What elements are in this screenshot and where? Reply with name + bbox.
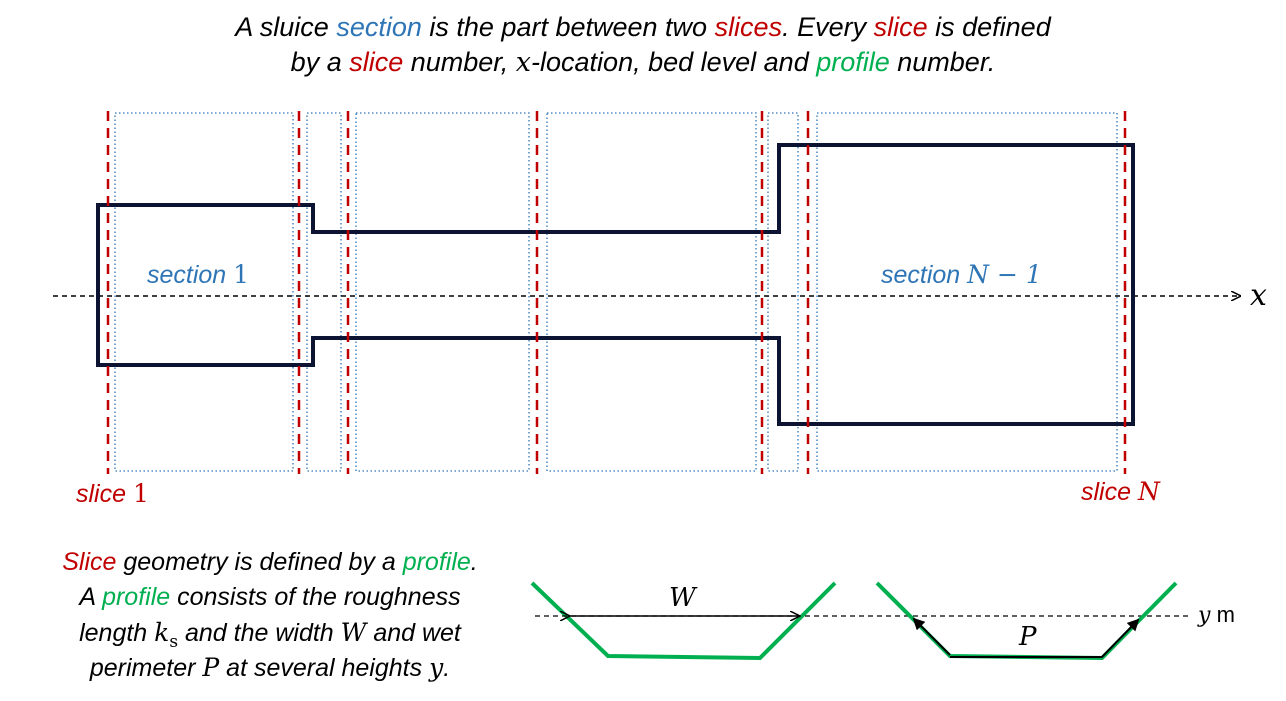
section-box-2 (306, 112, 342, 472)
description-line-3-segment-2: s (169, 632, 179, 652)
section-box-1 (114, 112, 294, 472)
title-line-1: A sluice section is the part between two… (0, 10, 1286, 45)
description-line-1-segment-0: Slice (62, 548, 117, 576)
sluice-outline-lower (98, 336, 1133, 426)
description-line-4-segment-2: at several heights (219, 654, 430, 682)
perimeter-label: P (1019, 622, 1037, 652)
description-line-2-segment-0: A (79, 583, 103, 611)
description-line-3: length ks and the width W and wet (0, 615, 540, 660)
description-line-1: Slice geometry is defined by a profile. (0, 545, 540, 580)
slice-lines (106, 111, 1127, 474)
slice-first-label: slice 1 (76, 479, 149, 508)
slice-last-label: slice N (1081, 477, 1160, 506)
description-line-4-segment-1: P (202, 653, 220, 682)
width-label: W (669, 583, 696, 613)
section-last-label: section N − 1 (881, 260, 1042, 289)
description-line-4: perimeter P at several heights y. (0, 650, 540, 686)
sluice-outline-upper (98, 143, 1133, 234)
description-line-1-segment-3: . (470, 548, 478, 576)
section-box-4 (546, 112, 757, 472)
section-box-3 (355, 112, 530, 472)
description-line-3-segment-3: and the width (178, 619, 341, 647)
description-line-3-segment-1: k (154, 618, 170, 647)
description-line-2-segment-1: profile (102, 583, 171, 611)
description-line-1-segment-1: geometry is defined by a (116, 548, 403, 576)
profile-perimeter (875, 581, 1178, 661)
section-boxes (114, 112, 1118, 472)
height-label: y m (1198, 602, 1235, 628)
title-line-2-segment-5: profile (816, 47, 890, 77)
x-axis-label: x (1250, 278, 1267, 313)
title-line-2-segment-4: -location, bed level and (531, 47, 817, 77)
section-first-label: section 1 (147, 260, 250, 289)
section-box-5 (767, 112, 799, 472)
description-line-3-segment-5: and wet (366, 619, 461, 647)
title-line-2: by a slice number, x-location, bed level… (0, 45, 1286, 80)
title-line-1-segment-1: section (336, 12, 422, 42)
title-line-2-segment-0: by a (290, 47, 350, 77)
title-line-2-segment-6: number. (889, 47, 996, 77)
description-line-4-segment-3: y (429, 653, 444, 682)
description-line-4-segment-4: . (443, 654, 451, 682)
description-line-1-segment-2: profile (402, 548, 471, 576)
title-line-2-segment-2: number, (403, 47, 516, 77)
perimeter-arrow-right (950, 618, 1140, 658)
title-line-1-segment-0: A sluice (235, 12, 337, 42)
title-line-1-segment-4: . Every (782, 12, 874, 42)
description-line-2: A profile consists of the roughness (0, 580, 540, 615)
title-line-1-segment-2: is the part between two (421, 12, 715, 42)
perimeter-arrow (912, 617, 951, 656)
description-line-3-segment-4: W (340, 618, 367, 647)
title-line-1-segment-6: is defined (927, 12, 1051, 42)
title-line-1-segment-5: slice (873, 12, 928, 42)
description-line-3-segment-0: length (79, 619, 155, 647)
title-line-1-segment-3: slices (714, 12, 783, 42)
description-line-2-segment-2: consists of the roughness (170, 583, 461, 611)
title-line-2-segment-3: x (515, 47, 532, 78)
section-box-6 (816, 112, 1118, 472)
title-line-2-segment-1: slice (349, 47, 404, 77)
description-line-4-segment-0: perimeter (89, 654, 203, 682)
